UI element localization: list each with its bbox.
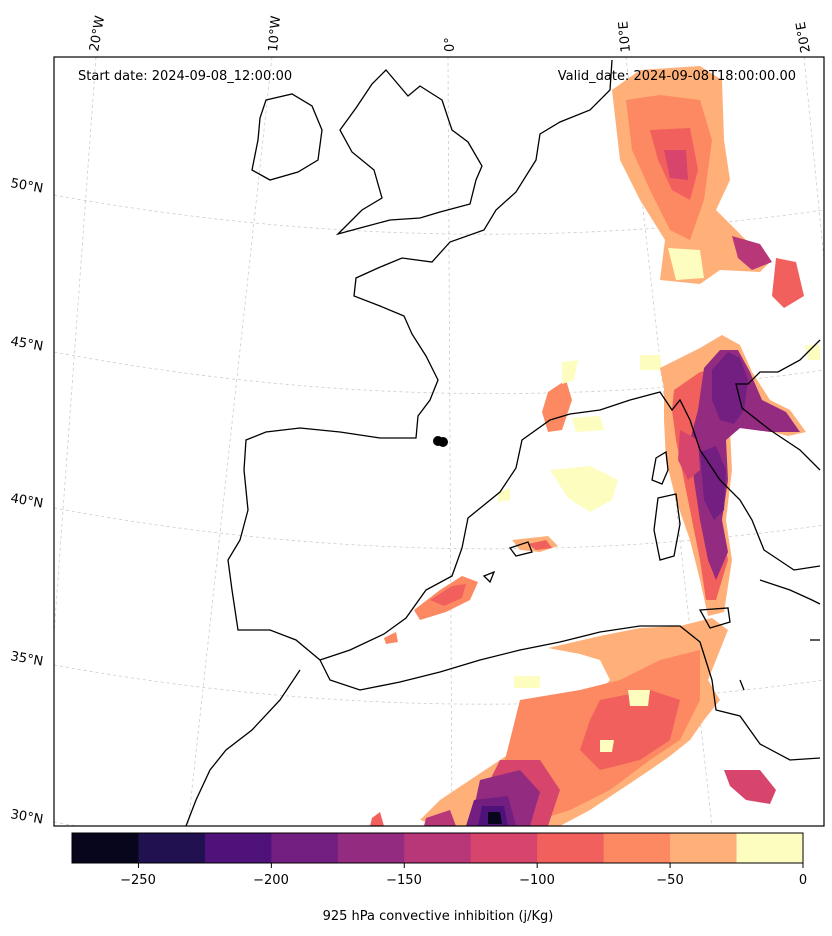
colorbar-tick-labels: −250 −200 −150 −100 −50 0: [120, 873, 807, 888]
lat-label-40n: 40°N: [9, 491, 44, 511]
colorbar: −250 −200 −150 −100 −50 0 925 hPa convec…: [71, 832, 807, 924]
lon-label-20e: 20°E: [794, 21, 814, 54]
colorbar-swatch: [204, 833, 272, 863]
valid-date-label: Valid_date: 2024-09-08T18:00:00.00: [558, 69, 796, 84]
lon-label-20w: 20°W: [87, 15, 108, 53]
longitude-labels: 20°W 10°W 0° 10°E 20°E: [87, 15, 814, 54]
colorbar-ticks: [137, 863, 804, 868]
colorbar-swatch: [603, 833, 671, 863]
lat-label-35n: 35°N: [9, 649, 44, 669]
cbar-tick-label: 0: [799, 873, 807, 888]
map-border: [53, 56, 825, 827]
cin-contours: [370, 66, 820, 826]
station-marker: [433, 436, 448, 447]
coastlines: [185, 59, 821, 826]
latitude-labels: 50°N 45°N 40°N 35°N 30°N: [9, 176, 44, 827]
lon-label-0: 0°: [443, 37, 458, 52]
cbar-tick-label: −200: [253, 873, 289, 888]
lat-label-30n: 30°N: [9, 807, 44, 827]
lat-label-50n: 50°N: [9, 176, 44, 196]
colorbar-swatch: [537, 833, 605, 863]
colorbar-swatch: [337, 833, 405, 863]
colorbar-swatch: [470, 833, 538, 863]
lon-label-10e: 10°E: [616, 21, 634, 53]
start-date-label: Start date: 2024-09-08_12:00:00: [78, 69, 292, 84]
lat-label-45n: 45°N: [9, 334, 44, 354]
colorbar-swatch: [404, 833, 472, 863]
colorbar-swatch: [271, 833, 339, 863]
cbar-tick-label: −50: [656, 873, 683, 888]
colorbar-swatch: [670, 833, 738, 863]
colorbar-frame: [71, 832, 804, 864]
cbar-tick-label: −150: [386, 873, 422, 888]
colorbar-swatches: [72, 833, 804, 863]
colorbar-swatch: [736, 833, 804, 863]
cbar-tick-label: −100: [519, 873, 555, 888]
colorbar-swatch: [72, 833, 139, 863]
cbar-tick-label: −250: [120, 873, 156, 888]
lon-label-10w: 10°W: [266, 15, 284, 52]
colorbar-label: 925 hPa convective inhibition (j/Kg): [323, 909, 554, 924]
colorbar-swatch: [138, 833, 206, 863]
